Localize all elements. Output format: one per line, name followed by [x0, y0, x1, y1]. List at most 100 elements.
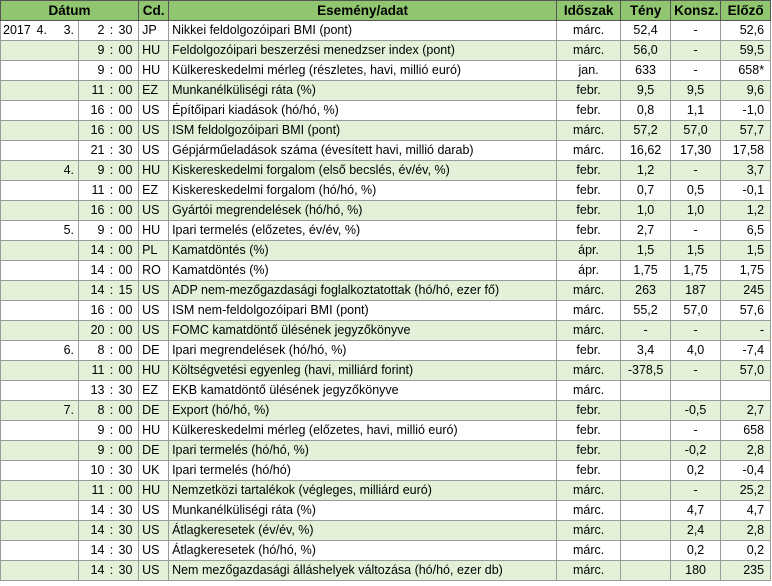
header-date: Dátum	[0, 0, 140, 21]
previous-value: 6,5	[720, 220, 772, 241]
date-day	[54, 560, 79, 581]
event-name: Költségvetési egyenleg (havi, milliárd f…	[168, 360, 558, 381]
previous-value: 235	[720, 560, 772, 581]
actual-value: 0,7	[620, 180, 672, 201]
event-name: Kamatdöntés (%)	[168, 260, 558, 281]
date-year	[0, 560, 35, 581]
period: márc.	[556, 520, 622, 541]
time-separator: :	[106, 140, 117, 161]
country-code: US	[138, 540, 170, 561]
date-month	[34, 320, 55, 341]
time-minute: 00	[116, 40, 140, 61]
table-row: 9:00 DE Ipari termelés (hó/hó, %) febr. -0,2…	[0, 440, 772, 461]
time-minute: 30	[116, 500, 140, 521]
consensus-value: -	[670, 40, 722, 61]
country-code: US	[138, 500, 170, 521]
actual-value: 3,4	[620, 340, 672, 361]
previous-value: 57,7	[720, 120, 772, 141]
time-hour: 9	[78, 420, 107, 441]
consensus-value: 4,7	[670, 500, 722, 521]
consensus-value: 17,30	[670, 140, 722, 161]
time-hour: 11	[78, 360, 107, 381]
date-day: 4.	[54, 160, 79, 181]
date-day	[54, 520, 79, 541]
country-code: DE	[138, 440, 170, 461]
country-code: US	[138, 200, 170, 221]
previous-value: 57,0	[720, 360, 772, 381]
time-separator: :	[106, 200, 117, 221]
time-hour: 14	[78, 520, 107, 541]
consensus-value: 2,4	[670, 520, 722, 541]
date-year	[0, 200, 35, 221]
previous-value: 52,6	[720, 20, 772, 41]
time-separator: :	[106, 180, 117, 201]
date-month	[34, 40, 55, 61]
country-code: US	[138, 560, 170, 581]
date-month	[34, 540, 55, 561]
time-minute: 00	[116, 340, 140, 361]
previous-value: 658	[720, 420, 772, 441]
actual-value	[620, 480, 672, 501]
event-name: Feldolgozóipari beszerzési menedzser ind…	[168, 40, 558, 61]
table-row: 9:00 HU Külkereskedelmi mérleg (előzetes, …	[0, 420, 772, 441]
event-name: FOMC kamatdöntő ülésének jegyzőkönyve	[168, 320, 558, 341]
time-minute: 15	[116, 280, 140, 301]
actual-value: 1,75	[620, 260, 672, 281]
time-minute: 00	[116, 440, 140, 461]
period: febr.	[556, 100, 622, 121]
period: febr.	[556, 220, 622, 241]
time-separator: :	[106, 320, 117, 341]
period: márc.	[556, 500, 622, 521]
time-hour: 9	[78, 40, 107, 61]
date-day	[54, 140, 79, 161]
time-separator: :	[106, 120, 117, 141]
time-separator: :	[106, 20, 117, 41]
event-name: Ipari termelés (előzetes, év/év, %)	[168, 220, 558, 241]
time-hour: 14	[78, 500, 107, 521]
time-minute: 30	[116, 380, 140, 401]
time-minute: 30	[116, 540, 140, 561]
period: márc.	[556, 320, 622, 341]
header-period: Időszak	[556, 0, 622, 21]
consensus-value: -	[670, 20, 722, 41]
consensus-value: -	[670, 360, 722, 381]
time-minute: 00	[116, 200, 140, 221]
date-day	[54, 100, 79, 121]
actual-value: 633	[620, 60, 672, 81]
header-consensus: Konsz.	[670, 0, 722, 21]
date-day	[54, 280, 79, 301]
country-code: US	[138, 140, 170, 161]
event-name: EKB kamatdöntő ülésének jegyzőkönyve	[168, 380, 558, 401]
actual-value	[620, 460, 672, 481]
country-code: HU	[138, 420, 170, 441]
event-name: Kiskereskedelmi forgalom (hó/hó, %)	[168, 180, 558, 201]
date-year	[0, 320, 35, 341]
previous-value: 4,7	[720, 500, 772, 521]
date-year	[0, 340, 35, 361]
date-month	[34, 500, 55, 521]
table-row: 11:00 HU Nemzetközi tartalékok (végleges, …	[0, 480, 772, 501]
actual-value	[620, 380, 672, 401]
time-hour: 14	[78, 260, 107, 281]
country-code: HU	[138, 360, 170, 381]
time-separator: :	[106, 240, 117, 261]
time-separator: :	[106, 340, 117, 361]
table-row: 14:00 RO Kamatdöntés (%) ápr. 1,75 1,75 1,75	[0, 260, 772, 281]
time-separator: :	[106, 360, 117, 381]
country-code: PL	[138, 240, 170, 261]
time-hour: 16	[78, 300, 107, 321]
date-month	[34, 360, 55, 381]
country-code: EZ	[138, 180, 170, 201]
actual-value	[620, 440, 672, 461]
period: márc.	[556, 120, 622, 141]
period: febr.	[556, 400, 622, 421]
time-hour: 8	[78, 400, 107, 421]
date-month	[34, 80, 55, 101]
date-month	[34, 280, 55, 301]
date-month	[34, 400, 55, 421]
event-name: Kiskereskedelmi forgalom (első becslés, …	[168, 160, 558, 181]
date-day	[54, 60, 79, 81]
time-minute: 00	[116, 420, 140, 441]
time-minute: 30	[116, 520, 140, 541]
